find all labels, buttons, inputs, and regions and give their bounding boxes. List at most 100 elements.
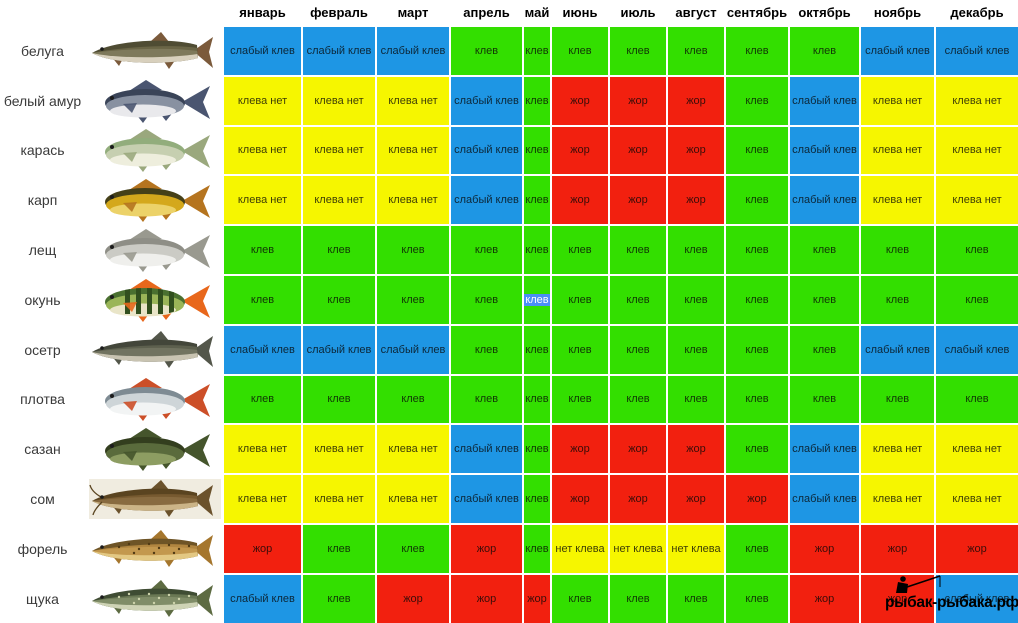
month-header: август [675,5,717,20]
bite-cell: клев [668,27,724,75]
fish-image [87,425,222,473]
bite-cell: слабый клев [303,27,375,75]
bite-cell: клев [303,574,375,623]
bite-cell: клев [726,375,788,424]
bite-cell: клев [668,226,724,274]
bite-cell: слабый клев [451,176,522,225]
fish-name: осетр [24,341,61,358]
bite-cell: нет клева [552,524,608,573]
bite-cell: жор [668,76,724,125]
fish-name: сом [30,491,55,508]
fish-name: белуга [21,42,64,59]
bite-cell: клева нет [861,76,934,125]
bite-cell: жор [861,524,934,573]
bite-cell: клева нет [303,475,375,523]
bite-cell: жор [861,574,934,623]
bite-cell: клев [861,226,934,274]
bite-cell: слабый клев [936,27,1018,75]
bite-cell: клев [552,574,608,623]
bite-cell: клев [303,275,375,324]
bite-cell: жор [552,475,608,523]
bite-cell: клев [377,275,449,324]
bite-cell: клев [610,226,666,274]
bite-cell: слабый клев [377,27,449,75]
fish-name: окунь [24,291,61,308]
month-header: январь [239,5,286,20]
fish-name: плотва [20,391,65,408]
fish-image [87,475,222,523]
bite-cell: жор [668,176,724,225]
bite-cell: клев [861,275,934,324]
bite-cell: клев [726,325,788,374]
bite-cell: клева нет [224,475,301,523]
bite-cell: клев [524,176,550,225]
bite-cell: жор [610,76,666,125]
bite-cell: клев [224,375,301,424]
bite-cell: клев [224,226,301,274]
bite-cell: жор [668,425,724,474]
bite-cell: слабый клев [790,126,859,175]
month-header: октябрь [798,5,851,20]
bite-cell: клев [668,574,724,623]
bite-cell: слабый клев [224,574,301,623]
bite-cell: клев [790,375,859,424]
bite-cell: слабый клев [790,475,859,523]
bite-cell: клев [668,325,724,374]
bite-cell: клев [790,325,859,374]
bite-cell: клева нет [936,425,1018,474]
bite-cell: клев [524,425,550,474]
bite-cell: клев [303,524,375,573]
bite-cell: клев [377,375,449,424]
bite-cell: клев [726,524,788,573]
bite-cell: слабый клев [936,325,1018,374]
bite-cell: клев [552,275,608,324]
bite-cell: нет клева [610,524,666,573]
bite-cell: клев [726,574,788,623]
bite-cell: слабый клев [861,27,934,75]
bite-cell: клев [861,375,934,424]
bite-cell: клев [726,76,788,125]
fish-image [87,77,222,125]
bite-cell: клев [552,27,608,75]
fish-name: лещ [28,242,57,259]
bite-cell: клев [524,475,550,523]
fish-image [87,326,222,374]
bite-cell: клев [451,226,522,274]
bite-cell: клев [377,226,449,274]
bite-cell: клев [726,275,788,324]
bite-cell: клева нет [303,425,375,474]
bite-cell: нет клева [668,524,724,573]
bite-cell: слабый клев [451,126,522,175]
month-header: июнь [562,5,598,20]
month-header: февраль [310,5,368,20]
bite-cell: слабый клев [377,325,449,374]
bite-cell: слабый клев [936,574,1018,623]
bite-cell: клева нет [377,425,449,474]
bite-cell: клев [451,275,522,324]
bite-cell: клев [610,275,666,324]
bite-cell: жор [610,475,666,523]
bite-cell: клев [936,275,1018,324]
bite-cell: клева нет [224,126,301,175]
bite-cell: клев [524,325,550,374]
bite-cell: клева нет [861,176,934,225]
bite-cell: клев [668,375,724,424]
bite-cell: клев [610,574,666,623]
bite-cell: клев [552,325,608,374]
bite-cell: клев [524,27,550,75]
bite-cell: жор [610,176,666,225]
bite-cell: клев [790,226,859,274]
fish-name: щука [26,590,59,607]
bite-cell: клев [524,226,550,274]
bite-cell: жор [552,76,608,125]
bite-cell: жор [377,574,449,623]
bite-cell: клев [552,375,608,424]
bite-cell: жор [451,524,522,573]
bite-cell: клев [524,275,550,324]
bite-cell: слабый клев [790,76,859,125]
fish-image [87,575,222,623]
bite-cell: клев [451,27,522,75]
bite-cell: клев [726,27,788,75]
bite-cell: клев [936,375,1018,424]
